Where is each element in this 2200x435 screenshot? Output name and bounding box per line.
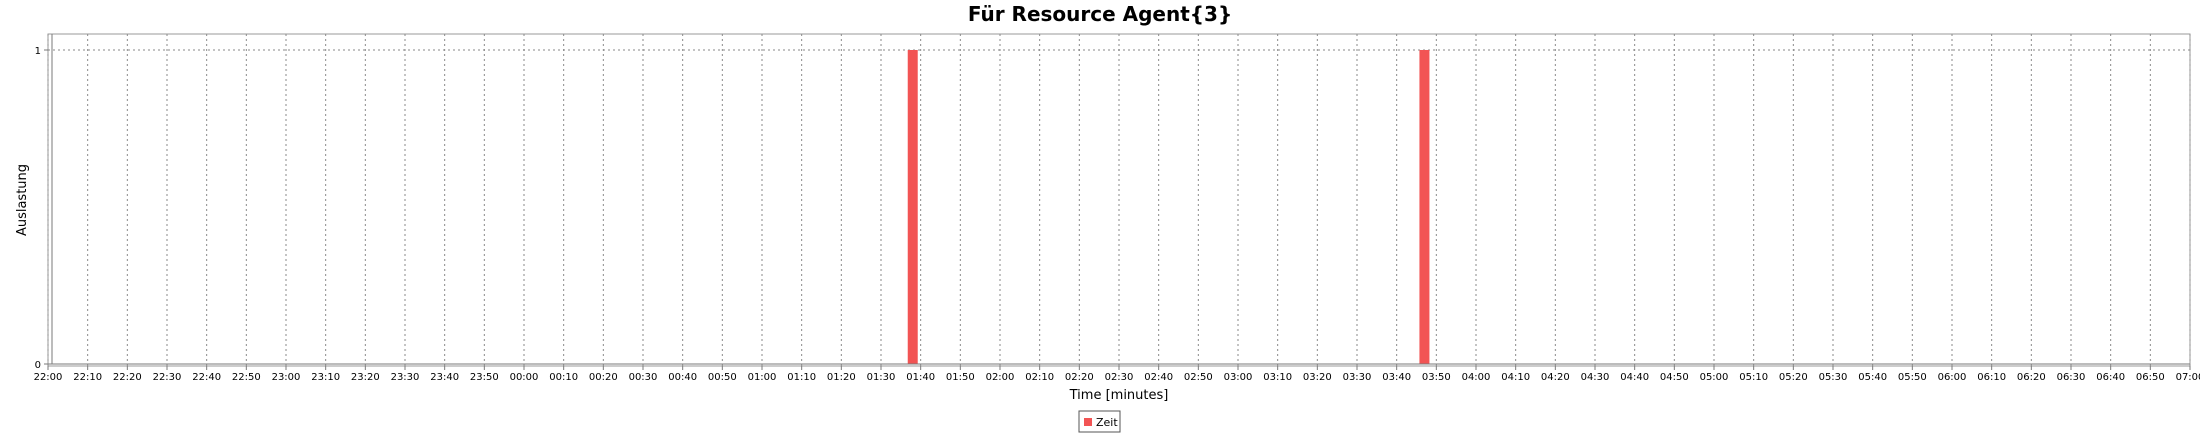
x-tick-label: 00:00	[510, 372, 539, 383]
x-tick-label: 03:20	[1303, 372, 1332, 383]
x-tick-label: 02:30	[1105, 372, 1134, 383]
x-tick-label: 04:40	[1620, 372, 1649, 383]
x-tick-label: 01:30	[867, 372, 896, 383]
y-tick-labels: 01	[35, 46, 48, 371]
legend-label: Zeit	[1096, 416, 1118, 429]
legend-box	[1078, 410, 1121, 433]
x-tick-label: 22:40	[192, 372, 221, 383]
x-tick-label: 00:30	[629, 372, 658, 383]
x-tick-label: 01:20	[827, 372, 856, 383]
chart-title: Für Resource Agent{3}	[968, 2, 1232, 26]
x-tick-label: 23:20	[351, 372, 380, 383]
x-tick-label: 22:50	[232, 372, 261, 383]
x-tick-label: 04:10	[1501, 372, 1530, 383]
bar	[1419, 50, 1430, 364]
x-tick-label: 02:40	[1144, 372, 1173, 383]
x-tick-label: 06:50	[2136, 372, 2165, 383]
x-tick-label: 05:30	[1819, 372, 1848, 383]
x-tick-label: 05:00	[1700, 372, 1729, 383]
x-tick-label: 00:40	[668, 372, 697, 383]
x-tick-label: 06:00	[1938, 372, 1967, 383]
x-tick-label: 00:50	[708, 372, 737, 383]
x-tick-label: 22:00	[34, 372, 63, 383]
x-tick-label: 01:50	[946, 372, 975, 383]
x-tick-label: 05:40	[1858, 372, 1887, 383]
x-tick-label: 22:10	[73, 372, 102, 383]
x-tick-label: 02:10	[1025, 372, 1054, 383]
legend-swatch	[1084, 418, 1092, 426]
x-tick-label: 04:30	[1581, 372, 1610, 383]
x-tick-label: 06:10	[1977, 372, 2006, 383]
x-tick-label: 04:20	[1541, 372, 1570, 383]
x-tick-label: 05:20	[1779, 372, 1808, 383]
y-tick-label: 0	[35, 360, 41, 371]
x-tick-label: 03:50	[1422, 372, 1451, 383]
x-tick-label: 01:10	[787, 372, 816, 383]
x-tick-label: 23:50	[470, 372, 499, 383]
x-tick-label: 07:00	[2176, 372, 2200, 383]
x-tick-label: 02:50	[1184, 372, 1213, 383]
x-tick-label: 03:00	[1224, 372, 1253, 383]
x-tick-label: 06:30	[2057, 372, 2086, 383]
x-tick-label: 04:00	[1462, 372, 1491, 383]
axes	[48, 34, 2190, 365]
x-tick-label: 05:10	[1739, 372, 1768, 383]
x-tick-label: 23:10	[311, 372, 340, 383]
x-tick-label: 22:30	[153, 372, 182, 383]
x-tick-label: 23:00	[272, 372, 301, 383]
x-tick-label: 03:30	[1343, 372, 1372, 383]
x-tick-label: 00:20	[589, 372, 618, 383]
bar	[907, 50, 918, 364]
x-tick-label: 06:20	[2017, 372, 2046, 383]
x-tick-label: 03:10	[1263, 372, 1292, 383]
x-tick-label: 01:40	[906, 372, 935, 383]
x-tick-label: 02:20	[1065, 372, 1094, 383]
x-tick-label: 22:20	[113, 372, 142, 383]
y-axis-label: Auslastung	[15, 164, 30, 236]
gridlines	[47, 34, 2191, 366]
x-tick-label: 04:50	[1660, 372, 1689, 383]
bar-series	[907, 50, 1430, 364]
x-tick-label: 01:00	[748, 372, 777, 383]
x-tick-label: 23:30	[391, 372, 420, 383]
x-tick-label: 06:40	[2096, 372, 2125, 383]
x-tick-labels: 22:00 22:10 22:20 22:30 22:40 22:50 23:00 23:10…	[34, 366, 2200, 383]
x-tick-label: 05:50	[1898, 372, 1927, 383]
x-tick-label: 00:10	[549, 372, 578, 383]
legend: Zeit	[1078, 410, 1121, 433]
x-tick-label: 23:40	[430, 372, 459, 383]
x-axis-label: Time [minutes]	[1069, 388, 1169, 403]
y-tick-label: 1	[35, 46, 41, 57]
x-tick-label: 02:00	[986, 372, 1015, 383]
x-tick-label: 03:40	[1382, 372, 1411, 383]
